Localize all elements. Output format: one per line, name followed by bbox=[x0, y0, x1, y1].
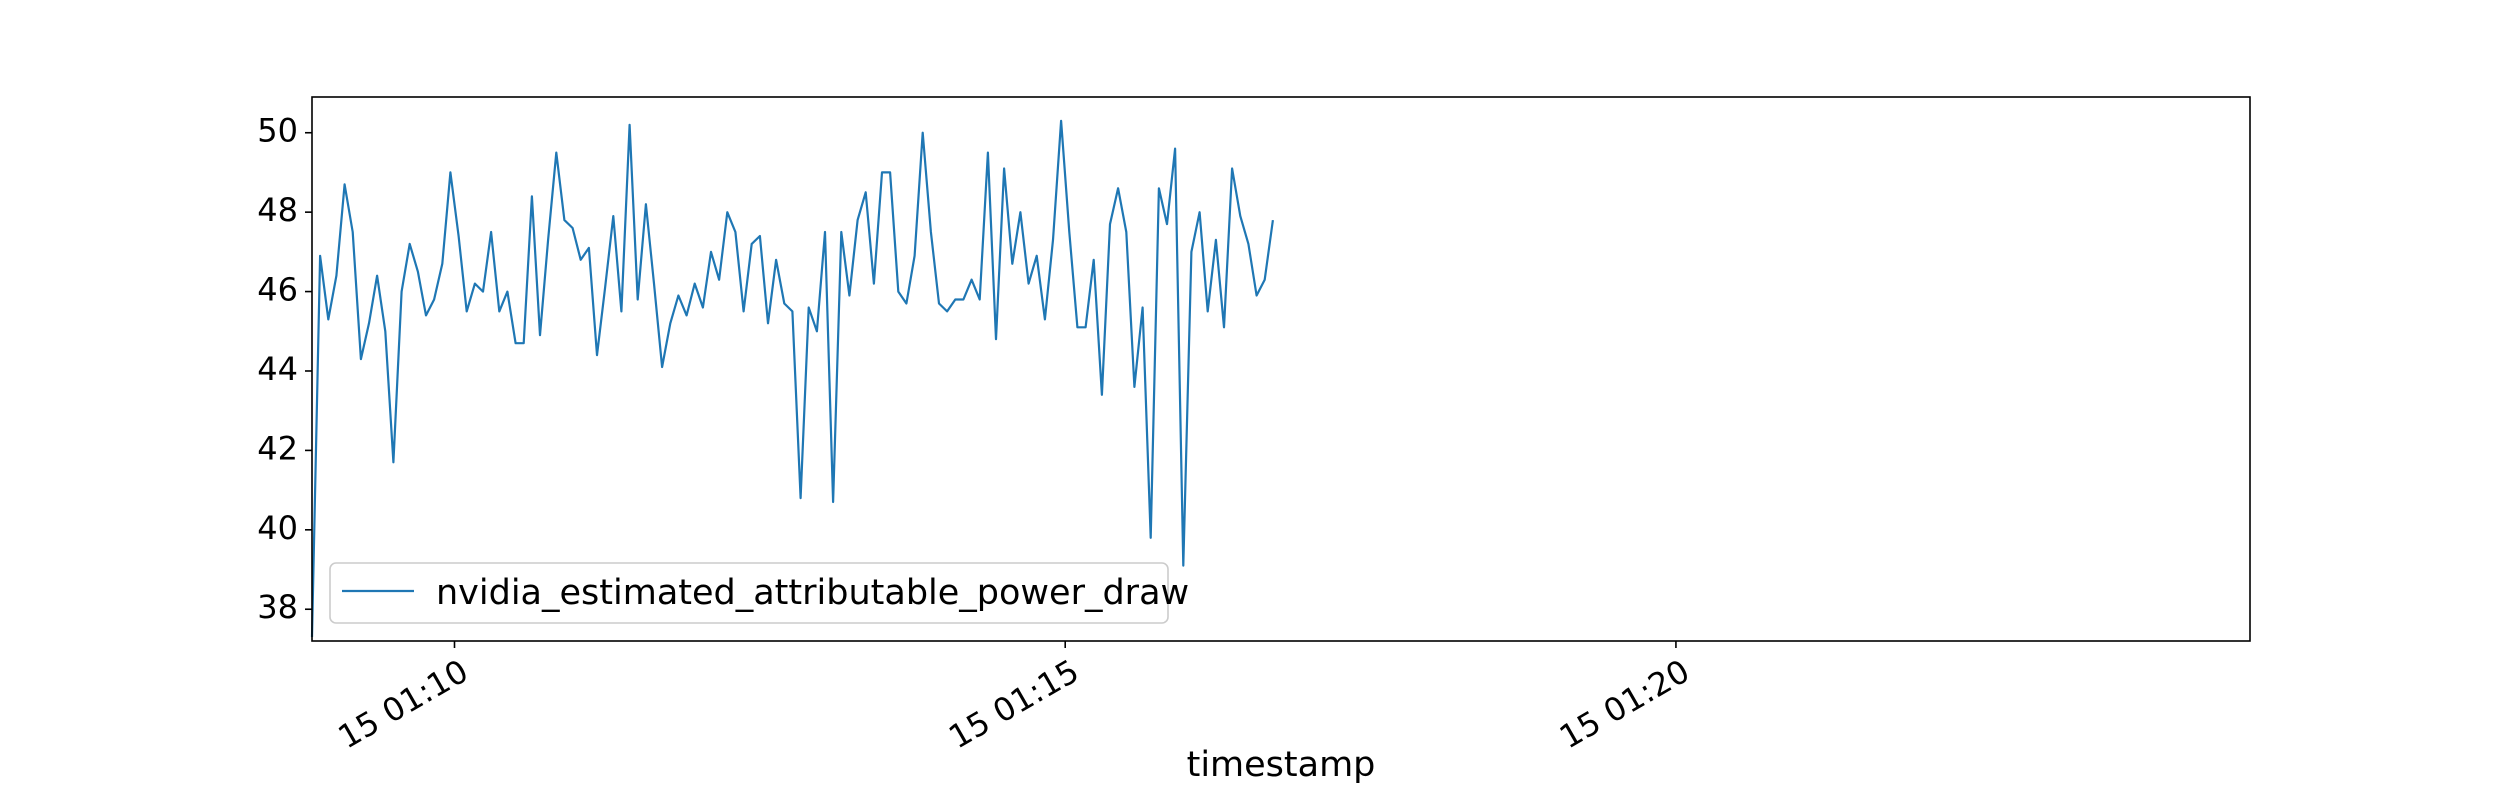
y-tick-label: 44 bbox=[257, 350, 298, 388]
x-axis-ticks: 15 01:10 15 01:15 15 01:20 bbox=[332, 641, 1696, 756]
series-line-0 bbox=[312, 121, 1273, 637]
series-layer bbox=[312, 121, 1273, 637]
x-tick-label: 15 01:15 bbox=[942, 652, 1085, 756]
plot-frame bbox=[312, 97, 2250, 641]
y-tick-label: 50 bbox=[257, 112, 298, 150]
y-tick-label: 40 bbox=[257, 509, 298, 547]
legend: nvidia_estimated_attributable_power_draw bbox=[330, 563, 1189, 623]
y-tick-label: 46 bbox=[257, 271, 298, 309]
x-tick-label: 15 01:20 bbox=[1553, 652, 1696, 756]
x-tick-label: 15 01:10 bbox=[332, 652, 475, 756]
y-tick-label: 48 bbox=[257, 191, 298, 229]
x-axis-title: timestamp bbox=[1187, 745, 1376, 785]
y-axis-ticks: 38 40 42 44 46 48 50 bbox=[257, 112, 312, 626]
y-tick-label: 42 bbox=[257, 429, 298, 467]
legend-label: nvidia_estimated_attributable_power_draw bbox=[436, 573, 1189, 613]
y-tick-label: 38 bbox=[257, 588, 298, 626]
